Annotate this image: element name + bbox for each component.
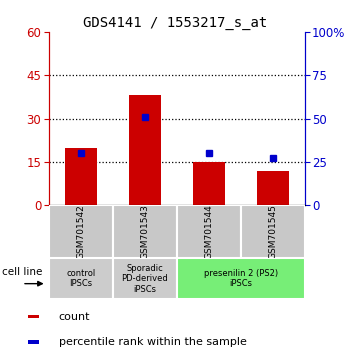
Bar <box>241 205 304 258</box>
Text: GDS4141 / 1553217_s_at: GDS4141 / 1553217_s_at <box>83 16 267 30</box>
Bar <box>65 148 97 205</box>
Text: percentile rank within the sample: percentile rank within the sample <box>59 337 247 347</box>
Text: Sporadic
PD-derived
iPSCs: Sporadic PD-derived iPSCs <box>121 264 168 294</box>
Bar <box>28 315 39 318</box>
Text: GSM701544: GSM701544 <box>204 205 213 259</box>
Bar <box>257 171 288 205</box>
Text: count: count <box>59 312 90 322</box>
Text: cell line: cell line <box>2 267 43 276</box>
Bar <box>49 258 113 299</box>
Text: control
IPSCs: control IPSCs <box>66 269 96 289</box>
Text: GSM701545: GSM701545 <box>268 204 277 259</box>
Text: GSM701542: GSM701542 <box>76 205 85 259</box>
Text: GSM701543: GSM701543 <box>140 204 149 259</box>
Bar <box>193 162 225 205</box>
Bar <box>113 258 177 299</box>
Text: presenilin 2 (PS2)
iPSCs: presenilin 2 (PS2) iPSCs <box>204 269 278 289</box>
Bar <box>113 205 177 258</box>
Bar <box>177 205 241 258</box>
Bar <box>129 96 161 205</box>
Bar <box>49 205 113 258</box>
Bar <box>177 258 304 299</box>
Bar <box>28 340 39 344</box>
